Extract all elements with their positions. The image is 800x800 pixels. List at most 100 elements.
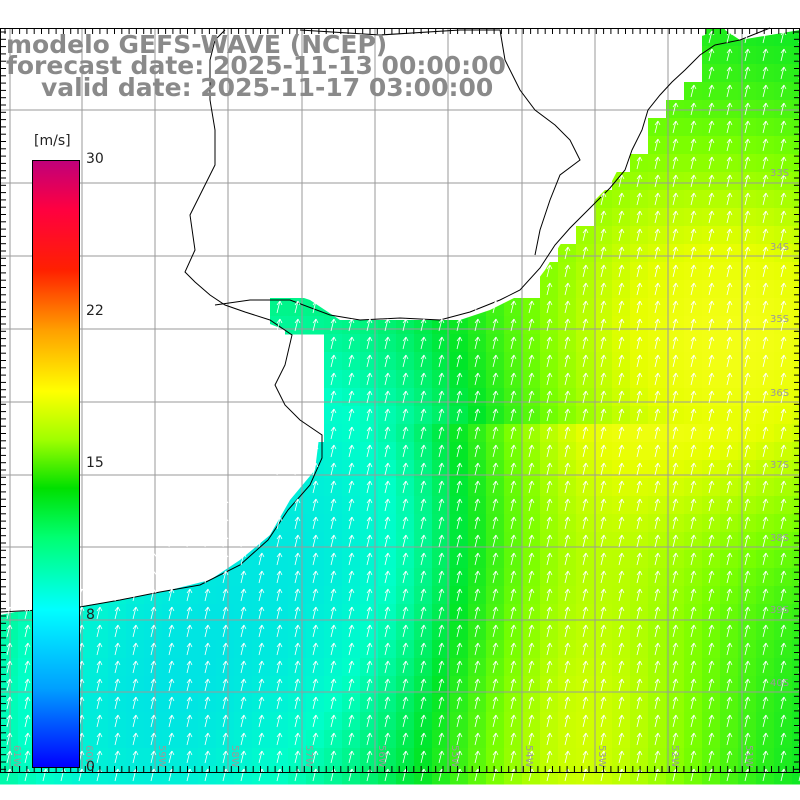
field-cell [576,712,595,731]
wind-arrow [690,750,697,764]
field-cell [486,334,505,353]
wind-arrow [222,678,229,692]
wind-arrow [348,624,355,638]
field-cell [486,568,505,587]
wind-arrow [348,534,355,548]
field-cell [522,370,541,389]
field-cell [450,622,469,641]
field-cell [666,352,685,371]
field-cell [594,514,613,533]
field-cell [468,478,487,497]
field-cell [432,442,451,461]
field-cell [756,190,775,209]
field-cell [756,568,775,587]
wind-arrow [402,318,409,332]
field-cell [522,442,541,461]
wind-arrow [366,588,373,602]
wind-arrow [600,192,607,206]
wind-arrow [780,228,787,242]
wind-arrow [348,696,355,710]
field-cell [702,676,721,695]
wind-arrow [564,372,571,386]
field-cell [648,190,667,209]
wind-arrow [744,480,751,494]
field-cell [540,442,559,461]
field-cell [558,280,577,299]
field-cell [612,406,631,425]
field-cell [612,190,631,209]
wind-arrow [492,696,499,710]
field-cell [540,406,559,425]
field-cell [756,712,775,731]
lat-label: 33S [770,168,789,179]
field-cell [342,316,361,335]
wind-arrow [456,732,463,746]
field-cell [522,406,541,425]
wind-arrow [402,498,409,512]
field-cell [216,658,235,677]
field-cell [414,730,433,749]
field-cell [216,694,235,713]
wind-arrow [726,534,733,548]
wind-arrow [636,462,643,476]
field-cell [630,496,649,515]
field-cell [378,442,397,461]
field-cell [684,730,703,749]
field-cell [684,280,703,299]
field-cell [774,586,793,605]
field-cell [648,388,667,407]
wind-arrow [474,336,481,350]
wind-arrow [150,606,157,620]
wind-arrow [510,606,517,620]
field-cell [450,460,469,479]
field-cell [630,424,649,443]
wind-arrow [420,336,427,350]
wind-arrow [726,174,733,188]
field-cell [288,640,307,659]
wind-arrow [348,750,355,764]
field-cell [162,694,181,713]
field-cell [90,766,109,785]
wind-arrow [114,750,121,764]
field-cell [594,694,613,713]
field-cell [612,280,631,299]
wind-arrow [114,732,121,746]
wind-arrow [546,642,553,656]
field-cell [756,316,775,335]
field-cell [90,694,109,713]
field-cell [630,694,649,713]
field-cell [666,514,685,533]
field-cell [720,514,739,533]
field-cell [612,460,631,479]
field-cell [522,352,541,371]
wind-arrow [582,516,589,530]
field-cell [648,334,667,353]
field-cell [684,244,703,263]
wind-arrow [528,606,535,620]
wind-arrow [600,696,607,710]
wind-arrow [672,120,679,134]
field-cell [612,370,631,389]
wind-arrow [654,264,661,278]
field-cell [774,244,793,263]
field-cell [612,496,631,515]
wind-arrow [456,426,463,440]
wind-arrow [564,750,571,764]
field-cell [738,442,757,461]
field-cell [540,352,559,371]
wind-arrow [420,696,427,710]
field-cell [774,172,793,191]
field-cell [720,496,739,515]
wind-arrow [618,480,625,494]
wind-arrow [780,642,787,656]
wind-arrow [726,480,733,494]
wind-arrow [726,30,733,44]
wind-arrow [672,246,679,260]
wind-arrow [402,462,409,476]
wind-arrow [654,408,661,422]
lat-label: 39S [770,605,789,616]
field-cell [738,100,757,119]
wind-arrow [546,498,553,512]
wind-arrow [690,426,697,440]
